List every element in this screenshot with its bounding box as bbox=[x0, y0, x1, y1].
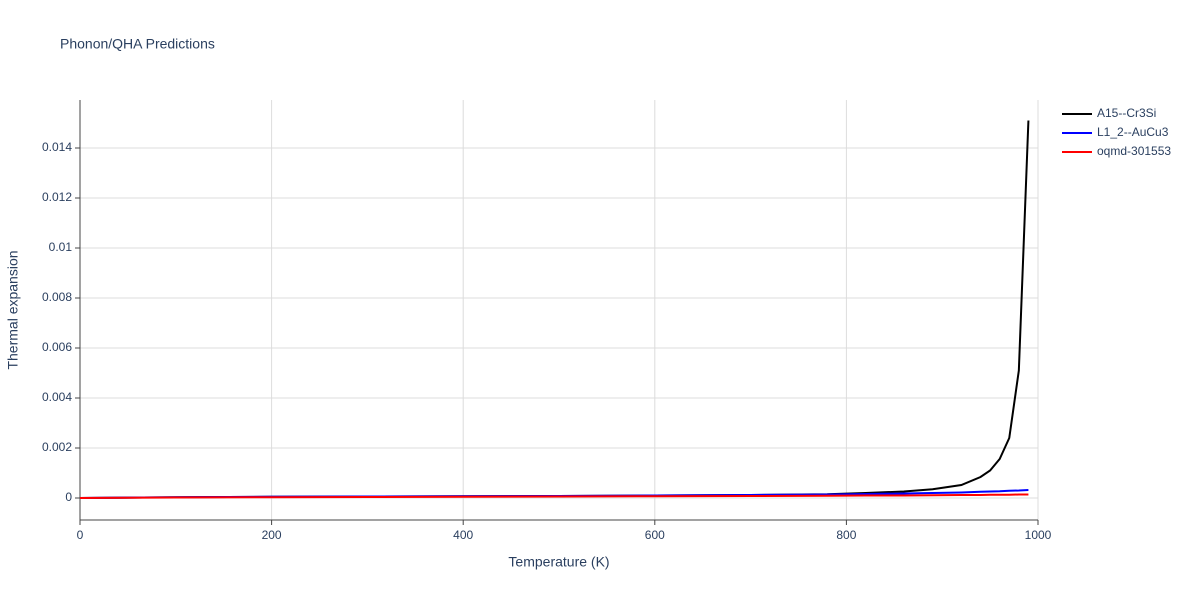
legend-label: L1_2--AuCu3 bbox=[1097, 125, 1169, 139]
x-tick-label: 1000 bbox=[1025, 528, 1052, 542]
x-tick-label: 400 bbox=[453, 528, 473, 542]
line bbox=[79, 120, 1030, 499]
chart-title: Phonon/QHA Predictions bbox=[60, 36, 215, 52]
x-tick-label: 200 bbox=[262, 528, 282, 542]
y-tick-label: 0 bbox=[65, 490, 72, 504]
y-axis-label: Thermal expansion bbox=[5, 250, 21, 369]
legend-label: A15--Cr3Si bbox=[1097, 106, 1156, 120]
y-tick-label: 0.002 bbox=[42, 440, 72, 454]
line bbox=[79, 493, 1029, 499]
y-tick-label: 0.008 bbox=[42, 290, 72, 304]
y-tick-label: 0.012 bbox=[42, 190, 72, 204]
x-axis-label: Temperature (K) bbox=[508, 554, 609, 570]
y-tick-label: 0.004 bbox=[42, 390, 72, 404]
y-tick-label: 0.01 bbox=[49, 240, 73, 254]
legend-label: oqmd-301553 bbox=[1097, 144, 1171, 158]
x-tick-label: 0 bbox=[77, 528, 84, 542]
y-tick-label: 0.006 bbox=[42, 340, 72, 354]
y-tick-label: 0.014 bbox=[42, 140, 72, 154]
x-tick-label: 600 bbox=[645, 528, 665, 542]
x-tick-label: 800 bbox=[836, 528, 856, 542]
